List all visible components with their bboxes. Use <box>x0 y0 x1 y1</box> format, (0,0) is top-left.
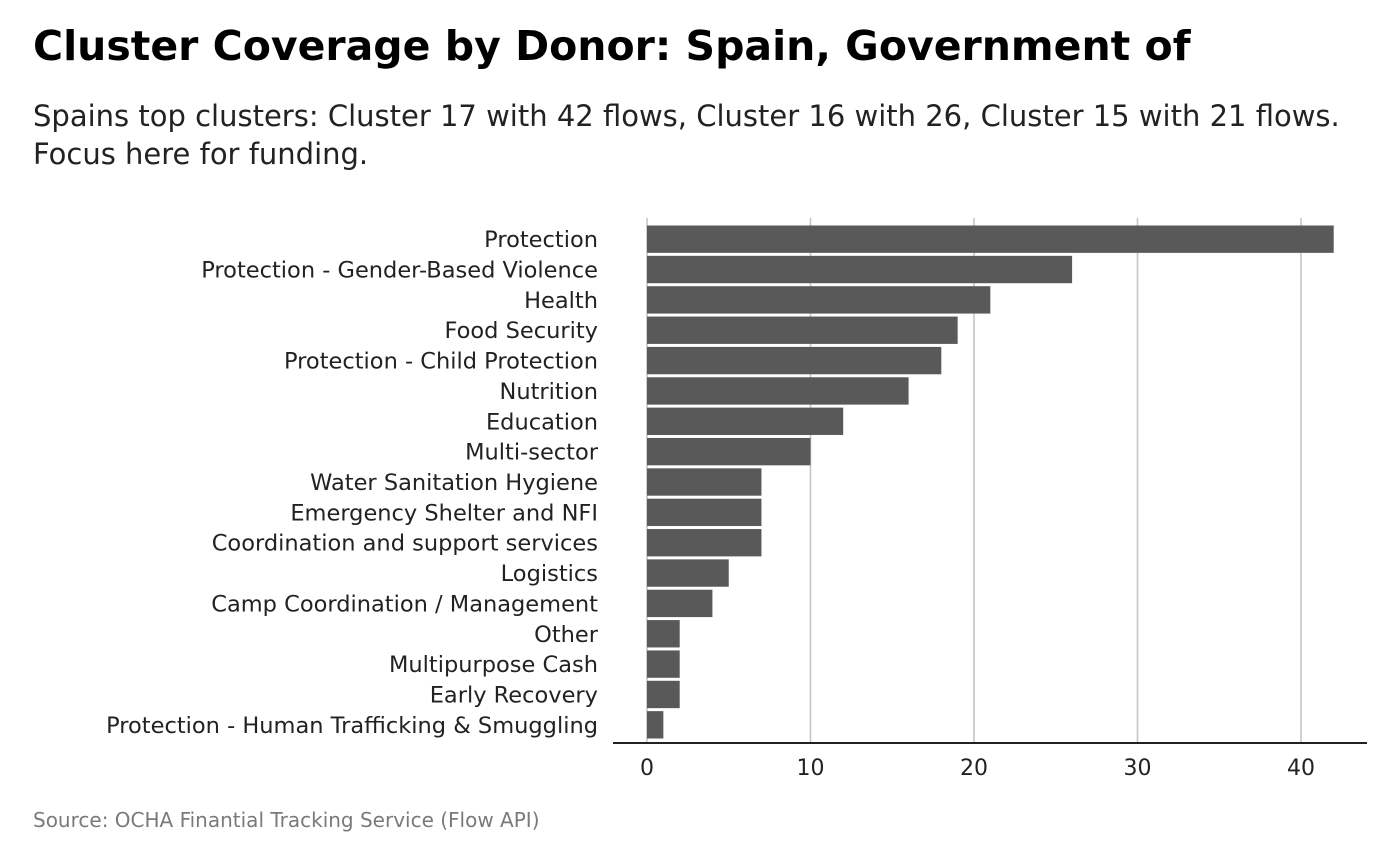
bar <box>647 711 664 739</box>
bar <box>647 407 844 435</box>
bar <box>647 650 680 678</box>
chart-subtitle: Spains top clusters: Cluster 17 with 42 … <box>33 99 1340 171</box>
x-tick-label: 40 <box>1287 756 1315 781</box>
category-label: Nutrition <box>499 379 598 405</box>
category-label: Multipurpose Cash <box>389 652 598 678</box>
bar <box>647 620 680 648</box>
x-tick-label: 30 <box>1124 756 1152 781</box>
category-label: Emergency Shelter and NFI <box>290 500 598 526</box>
bar <box>647 589 713 618</box>
x-tick-labels: 0 10 20 30 40 <box>640 756 1315 781</box>
x-tick-label: 20 <box>960 756 988 781</box>
category-labels: Protection Protection - Gender-Based Viol… <box>106 227 599 739</box>
category-label: Protection - Gender-Based Violence <box>201 258 598 284</box>
bar <box>647 468 762 496</box>
x-tick-label: 10 <box>797 756 825 781</box>
category-label: Multi-sector <box>465 440 599 466</box>
chart-source-caption: Source: OCHA Finantial Tracking Service … <box>33 808 540 832</box>
bar <box>647 680 680 709</box>
bar <box>647 559 729 587</box>
category-label: Early Recovery <box>430 682 598 708</box>
bar <box>647 377 909 405</box>
chart-title: Cluster Coverage by Donor: Spain, Govern… <box>33 22 1191 70</box>
category-label: Water Sanitation Hygiene <box>310 470 598 496</box>
category-label: Protection - Human Trafficking & Smuggli… <box>106 713 598 739</box>
category-label: Camp Coordination / Management <box>211 591 598 617</box>
category-label: Education <box>486 409 598 435</box>
category-label: Protection <box>484 227 598 253</box>
bar <box>647 225 1334 253</box>
category-label: Coordination and support services <box>212 531 598 557</box>
category-label: Health <box>524 288 598 314</box>
category-label: Logistics <box>501 561 598 587</box>
bar <box>647 255 1073 284</box>
bar <box>647 346 942 375</box>
x-tick-label: 0 <box>640 756 654 781</box>
bars <box>647 225 1334 739</box>
bar <box>647 316 958 344</box>
category-label: Other <box>534 622 599 648</box>
category-label: Food Security <box>444 318 598 344</box>
category-label: Protection - Child Protection <box>284 349 598 375</box>
bar <box>647 437 811 466</box>
bar <box>647 529 762 557</box>
bar <box>647 498 762 527</box>
bar <box>647 286 991 314</box>
